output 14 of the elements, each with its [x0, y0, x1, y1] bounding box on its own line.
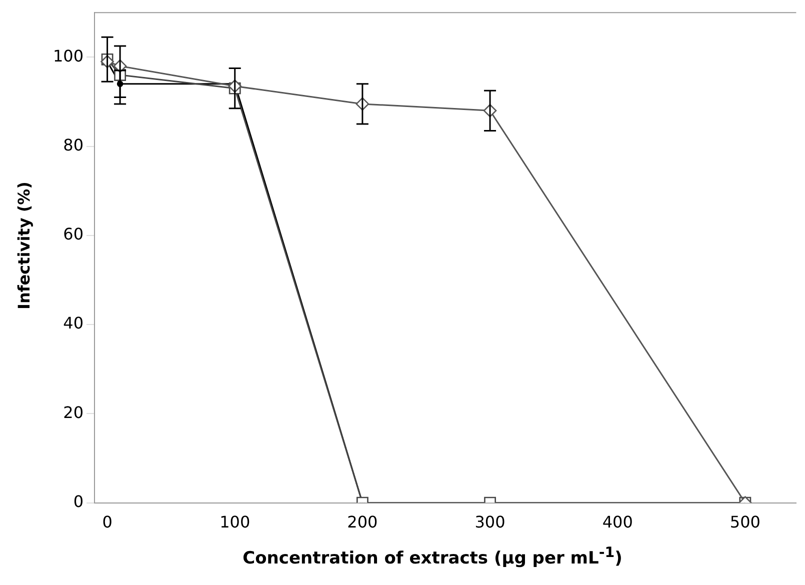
x-tick-label: 200 — [347, 512, 378, 532]
y-tick-label: 100 — [52, 46, 84, 66]
x-tick-label: 0 — [102, 512, 112, 532]
x-tick-label: 300 — [474, 512, 506, 532]
y-tick-label: 40 — [63, 314, 84, 333]
x-tick-label: 400 — [602, 512, 633, 532]
x-axis-title: Concentration of extracts (μg per mL$^{-1}$) — [242, 545, 624, 569]
y-tick-label: 0 — [73, 492, 84, 511]
y-axis-title: Infectivity (%) — [14, 181, 34, 309]
y-tick-label: 20 — [63, 402, 84, 422]
x-tick-label: 500 — [730, 512, 760, 532]
y-tick-label: 60 — [63, 224, 84, 244]
y-tick-label: 80 — [63, 135, 84, 154]
x-tick-label: 100 — [220, 512, 250, 532]
